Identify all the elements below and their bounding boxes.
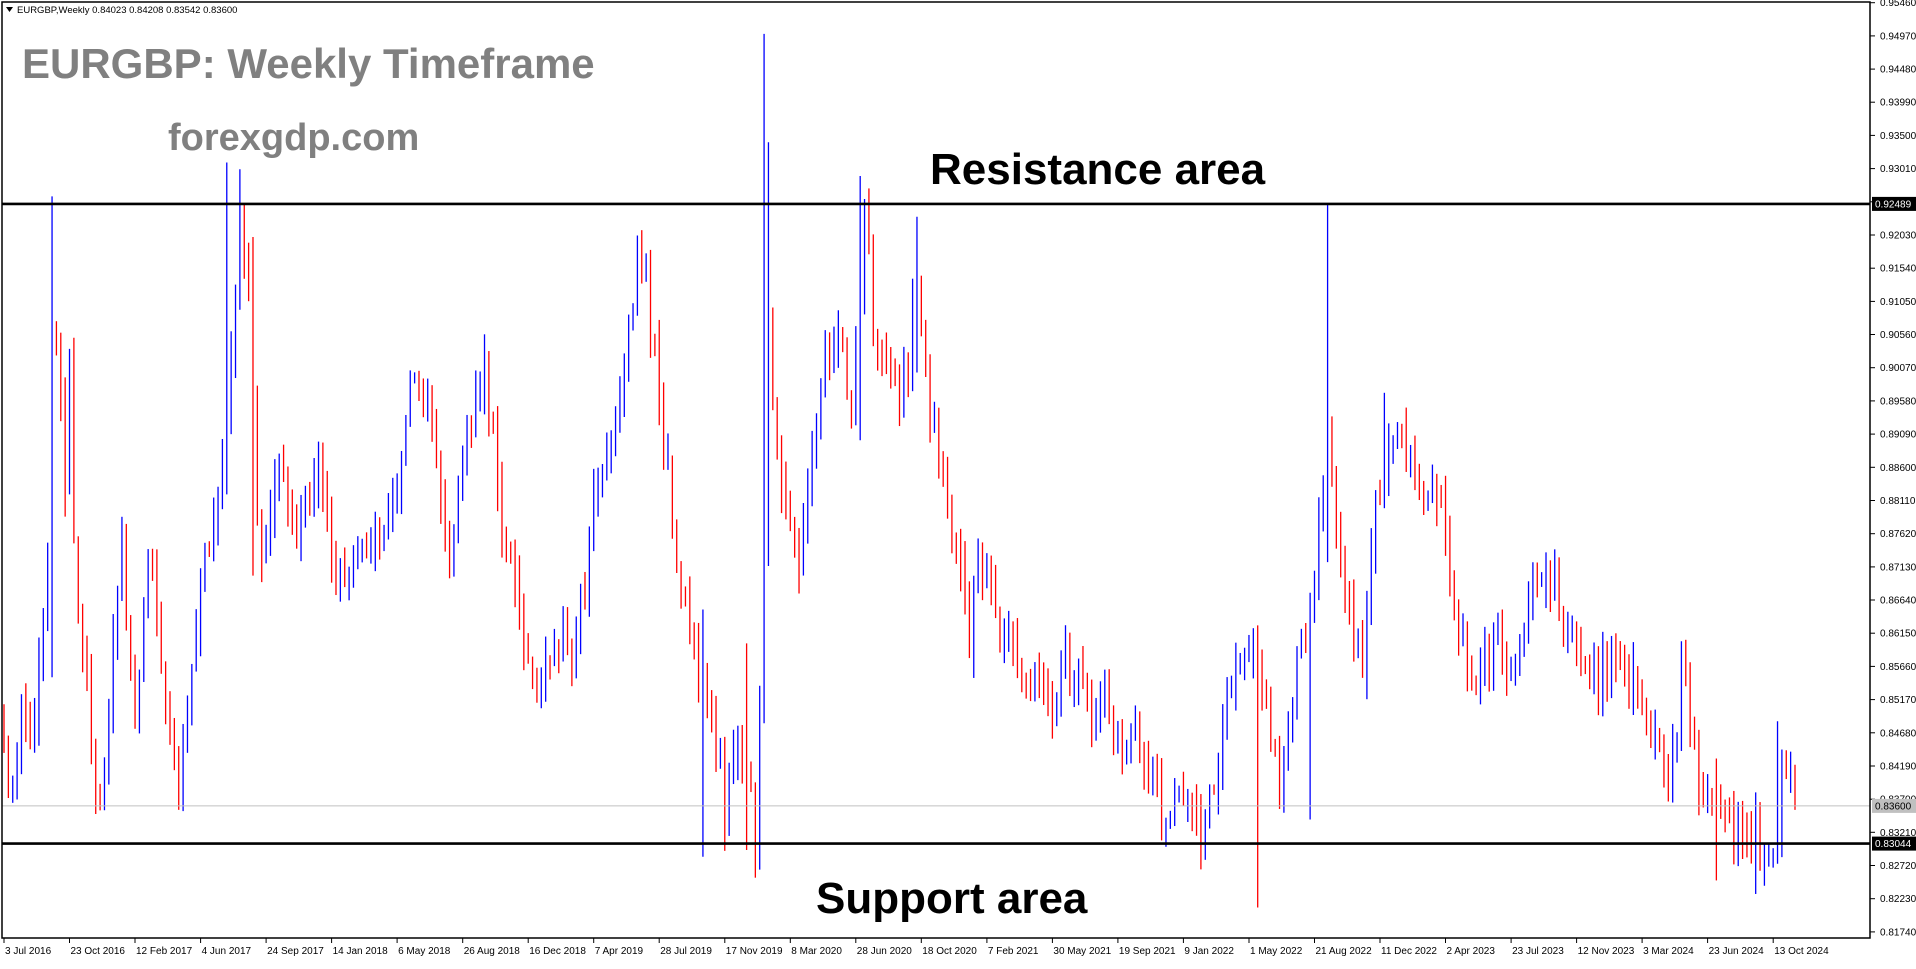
resistance-area-label: Resistance area bbox=[930, 145, 1266, 194]
y-tick-label: 0.88600 bbox=[1880, 463, 1916, 474]
y-tick-label: 0.90560 bbox=[1880, 330, 1916, 341]
level-price-tag: 0.83044 bbox=[1875, 839, 1912, 850]
x-tick-label: 24 Sep 2017 bbox=[267, 946, 324, 957]
level-price-tag: 0.92489 bbox=[1875, 199, 1912, 210]
plot-frame bbox=[1, 1, 1871, 939]
y-tick-label: 0.85660 bbox=[1880, 662, 1916, 673]
x-tick-label: 11 Dec 2022 bbox=[1381, 946, 1437, 957]
x-tick-label: 13 Oct 2024 bbox=[1774, 946, 1829, 957]
y-tick-label: 0.84190 bbox=[1880, 762, 1916, 773]
y-tick-label: 0.95460 bbox=[1880, 0, 1916, 9]
x-tick-label: 12 Nov 2023 bbox=[1578, 946, 1635, 957]
symbol-info: EURGBP,Weekly 0.84023 0.84208 0.83542 0.… bbox=[17, 5, 237, 16]
y-tick-label: 0.89580 bbox=[1880, 396, 1916, 407]
y-tick-label: 0.81740 bbox=[1880, 927, 1916, 938]
x-tick-label: 2 Apr 2023 bbox=[1447, 946, 1496, 957]
candles bbox=[3, 33, 1796, 908]
x-tick-label: 28 Jul 2019 bbox=[660, 946, 712, 957]
x-tick-label: 17 Nov 2019 bbox=[726, 946, 783, 957]
current-price-tag-box bbox=[1872, 798, 1916, 813]
x-tick-label: 3 Jul 2016 bbox=[5, 946, 52, 957]
y-tick-label: 0.86150 bbox=[1880, 629, 1916, 640]
support-area-label: Support area bbox=[816, 874, 1088, 923]
y-tick-label: 0.94480 bbox=[1880, 65, 1916, 76]
symbol-header: EURGBP,Weekly 0.84023 0.84208 0.83542 0.… bbox=[6, 5, 237, 16]
y-tick-label: 0.85170 bbox=[1880, 695, 1916, 706]
x-tick-label: 21 Aug 2022 bbox=[1316, 946, 1373, 957]
x-tick-label: 7 Apr 2019 bbox=[595, 946, 644, 957]
y-tick-label: 0.91540 bbox=[1880, 264, 1916, 275]
x-tick-label: 30 May 2021 bbox=[1053, 946, 1111, 957]
y-tick-label: 0.87620 bbox=[1880, 529, 1916, 540]
x-tick-label: 8 Mar 2020 bbox=[791, 946, 842, 957]
y-tick-label: 0.82720 bbox=[1880, 861, 1916, 872]
x-tick-label: 23 Oct 2016 bbox=[71, 946, 126, 957]
x-tick-label: 26 Aug 2018 bbox=[464, 946, 521, 957]
level-price-tag-box bbox=[1872, 196, 1916, 211]
overlay-site: forexgdp.com bbox=[168, 117, 419, 159]
x-tick-label: 4 Jun 2017 bbox=[202, 946, 252, 957]
y-tick-label: 0.94970 bbox=[1880, 31, 1916, 42]
y-tick-label: 0.93990 bbox=[1880, 98, 1916, 109]
time-axis: 3 Jul 2016 23 Oct 2016 12 Feb 2017 4 Jun 20… bbox=[3, 938, 1829, 957]
y-tick-label: 0.86640 bbox=[1880, 596, 1916, 607]
current-price-tag: 0.83600 bbox=[1875, 801, 1912, 812]
x-tick-label: 19 Sep 2021 bbox=[1119, 946, 1176, 957]
x-tick-label: 28 Jun 2020 bbox=[857, 946, 912, 957]
x-tick-label: 6 May 2018 bbox=[398, 946, 451, 957]
x-tick-label: 9 Jan 2022 bbox=[1184, 946, 1234, 957]
y-tick-label: 0.93010 bbox=[1880, 164, 1916, 175]
y-tick-label: 0.88110 bbox=[1880, 496, 1916, 507]
x-tick-label: 16 Dec 2018 bbox=[529, 946, 586, 957]
x-tick-label: 18 Oct 2020 bbox=[922, 946, 977, 957]
x-tick-label: 1 May 2022 bbox=[1250, 946, 1303, 957]
y-tick-label: 0.82230 bbox=[1880, 894, 1916, 905]
y-tick-label: 0.93500 bbox=[1880, 131, 1916, 142]
x-tick-label: 7 Feb 2021 bbox=[988, 946, 1039, 957]
y-tick-label: 0.87130 bbox=[1880, 562, 1916, 573]
y-tick-label: 0.92030 bbox=[1880, 231, 1916, 242]
dropdown-triangle-icon[interactable] bbox=[6, 7, 13, 12]
y-tick-label: 0.83210 bbox=[1880, 828, 1916, 839]
x-tick-label: 23 Jun 2024 bbox=[1709, 946, 1764, 957]
y-tick-label: 0.90070 bbox=[1880, 363, 1916, 374]
y-tick-label: 0.84680 bbox=[1880, 728, 1916, 739]
overlay-title: EURGBP: Weekly Timeframe bbox=[22, 40, 595, 87]
price-axis: 0.95460 0.94970 0.94480 0.93990 0.93500 0.930… bbox=[1870, 0, 1916, 938]
x-tick-label: 3 Mar 2024 bbox=[1643, 946, 1694, 957]
y-tick-label: 0.89090 bbox=[1880, 430, 1916, 441]
x-tick-label: 12 Feb 2017 bbox=[136, 946, 193, 957]
y-tick-label: 0.91050 bbox=[1880, 297, 1916, 308]
level-price-tag-box bbox=[1872, 836, 1916, 851]
x-tick-label: 23 Jul 2023 bbox=[1512, 946, 1564, 957]
x-tick-label: 14 Jan 2018 bbox=[333, 946, 388, 957]
